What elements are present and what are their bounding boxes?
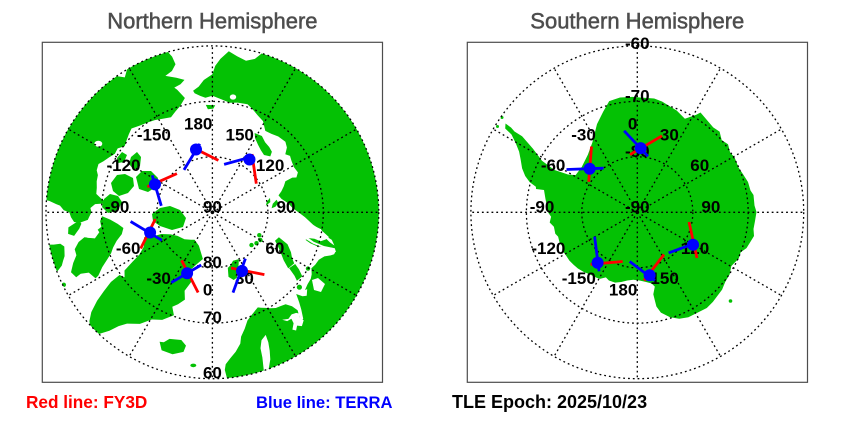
svg-text:Southern Hemisphere: Southern Hemisphere <box>530 9 744 34</box>
svg-text:70: 70 <box>203 308 222 327</box>
svg-text:60: 60 <box>690 156 709 175</box>
svg-text:80: 80 <box>203 253 222 272</box>
svg-text:-150: -150 <box>562 269 596 288</box>
svg-text:90: 90 <box>701 197 720 216</box>
svg-text:60: 60 <box>265 239 284 258</box>
svg-text:TLE Epoch: 2025/10/23: TLE Epoch: 2025/10/23 <box>452 392 647 412</box>
svg-text:-90: -90 <box>530 197 555 216</box>
svg-text:90: 90 <box>203 197 222 216</box>
svg-text:150: 150 <box>226 125 254 144</box>
svg-text:-70: -70 <box>625 86 650 105</box>
svg-text:0: 0 <box>628 114 637 133</box>
svg-text:-90: -90 <box>625 197 650 216</box>
svg-text:180: 180 <box>184 114 212 133</box>
svg-text:-30: -30 <box>146 269 171 288</box>
svg-text:60: 60 <box>203 364 222 383</box>
svg-text:Northern Hemisphere: Northern Hemisphere <box>107 9 317 34</box>
svg-text:-30: -30 <box>571 125 596 144</box>
svg-text:-90: -90 <box>105 197 130 216</box>
svg-text:30: 30 <box>660 125 679 144</box>
svg-text:-120: -120 <box>106 156 140 175</box>
svg-text:-60: -60 <box>625 34 650 53</box>
svg-text:90: 90 <box>276 197 295 216</box>
svg-text:-60: -60 <box>541 156 566 175</box>
svg-text:180: 180 <box>609 280 637 299</box>
svg-text:-150: -150 <box>137 125 171 144</box>
svg-text:0: 0 <box>203 280 212 299</box>
svg-text:Blue line: TERRA: Blue line: TERRA <box>256 393 392 412</box>
svg-text:120: 120 <box>256 156 284 175</box>
svg-text:-60: -60 <box>116 239 141 258</box>
svg-text:Red line: FY3D: Red line: FY3D <box>26 392 147 412</box>
svg-text:150: 150 <box>650 269 678 288</box>
svg-text:-120: -120 <box>531 239 565 258</box>
